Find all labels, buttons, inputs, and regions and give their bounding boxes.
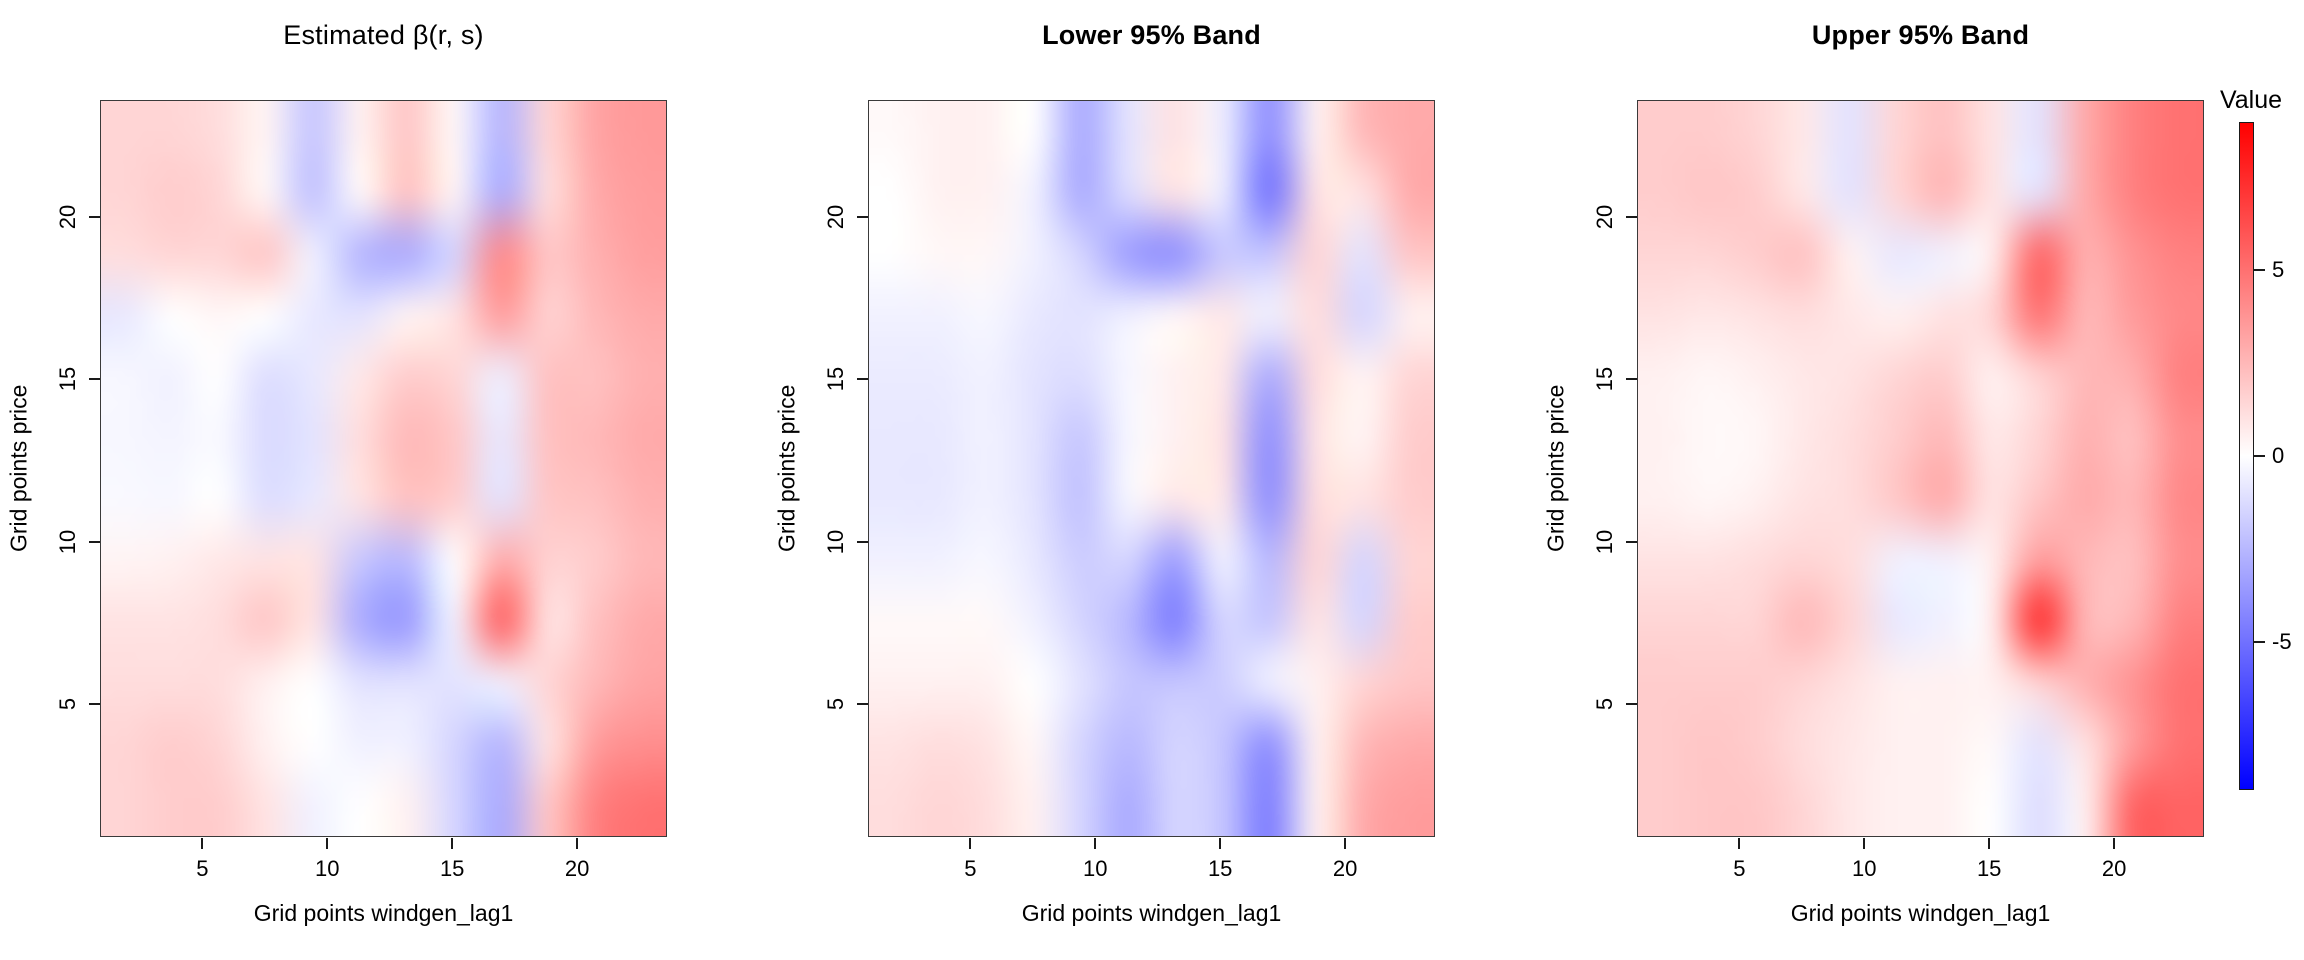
heatmap-plot-area <box>1637 100 2204 837</box>
y-axis-tick <box>89 702 100 705</box>
colorbar-tick <box>2253 269 2265 272</box>
x-axis-tick <box>1988 838 1991 849</box>
y-axis-label: Grid points price <box>1542 384 1569 553</box>
x-tick-label: 20 <box>564 856 590 881</box>
y-axis-tick <box>857 378 868 381</box>
x-axis-label: Grid points windgen_lag1 <box>1790 900 2051 926</box>
y-tick-label: 15 <box>823 366 848 392</box>
y-axis-tick <box>89 540 100 543</box>
y-tick-label: 5 <box>823 697 848 710</box>
x-axis-tick <box>1863 838 1866 849</box>
colorbar-tick-label: 0 <box>2272 443 2285 468</box>
colorbar-tick-label: 5 <box>2272 257 2285 283</box>
x-axis-tick <box>576 838 579 849</box>
y-tick-label: 10 <box>1592 529 1617 554</box>
y-tick-label: 10 <box>823 529 848 554</box>
x-axis-tick <box>2113 838 2116 849</box>
heatmap-plot-area <box>868 100 1435 837</box>
panel-title: Lower 95% Band <box>1042 20 1261 50</box>
colorbar-tick-label: -5 <box>2272 628 2292 654</box>
colorbar-tick <box>2253 640 2265 643</box>
x-tick-label: 15 <box>1976 856 2002 881</box>
x-tick-label: 20 <box>1332 856 1358 881</box>
x-tick-label: 5 <box>196 856 209 881</box>
heatmap-image <box>1638 101 2203 836</box>
heatmap-image <box>101 101 666 836</box>
x-axis-tick <box>1219 838 1222 849</box>
y-axis-tick <box>1626 215 1637 218</box>
y-tick-label: 15 <box>1592 366 1617 392</box>
x-tick-label: 20 <box>2101 856 2127 881</box>
x-axis-tick <box>969 838 972 849</box>
y-tick-label: 20 <box>823 204 848 230</box>
x-axis-tick <box>201 838 204 849</box>
y-axis-tick <box>1626 378 1637 381</box>
heatmap-image <box>869 101 1434 836</box>
x-tick-label: 10 <box>315 856 340 881</box>
y-axis-tick <box>857 215 868 218</box>
panel-title: Estimated β(r, s) <box>283 20 484 50</box>
heatmap-plot-area <box>100 100 667 837</box>
x-tick-label: 10 <box>1852 856 1877 881</box>
y-axis-tick <box>857 540 868 543</box>
x-tick-label: 10 <box>1083 856 1108 881</box>
colorbar-gradient <box>2239 122 2254 790</box>
colorbar-title: Value <box>2219 86 2283 114</box>
y-tick-label: 15 <box>55 366 80 392</box>
y-tick-label: 20 <box>1592 204 1617 230</box>
y-tick-label: 20 <box>55 204 80 230</box>
panel-title: Upper 95% Band <box>1811 20 2030 50</box>
y-axis-tick <box>1626 540 1637 543</box>
x-tick-label: 5 <box>964 856 977 881</box>
x-tick-label: 15 <box>439 856 465 881</box>
x-axis-tick <box>1738 838 1741 849</box>
y-axis-tick <box>89 378 100 381</box>
x-axis-label: Grid points windgen_lag1 <box>253 900 514 926</box>
x-tick-label: 5 <box>1733 856 1746 881</box>
x-axis-tick <box>1344 838 1347 849</box>
y-axis-tick <box>1626 702 1637 705</box>
x-axis-tick <box>326 838 329 849</box>
y-tick-label: 5 <box>1592 697 1617 710</box>
colorbar-tick <box>2253 455 2265 457</box>
y-tick-label: 5 <box>55 697 80 710</box>
x-axis-tick <box>451 838 454 849</box>
x-tick-label: 15 <box>1207 856 1233 881</box>
x-axis-tick <box>1094 838 1097 849</box>
y-tick-label: 10 <box>55 529 80 554</box>
x-axis-label: Grid points windgen_lag1 <box>1021 900 1282 926</box>
y-axis-tick <box>89 215 100 218</box>
y-axis-tick <box>857 702 868 705</box>
